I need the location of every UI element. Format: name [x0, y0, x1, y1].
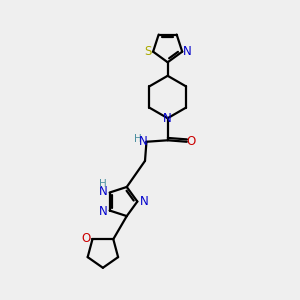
- Text: O: O: [81, 232, 91, 245]
- Text: N: N: [99, 205, 107, 218]
- Text: N: N: [139, 135, 148, 148]
- Text: N: N: [99, 184, 107, 198]
- Text: N: N: [163, 112, 172, 125]
- Text: H: H: [134, 134, 142, 144]
- Text: N: N: [183, 45, 192, 58]
- Text: N: N: [140, 195, 148, 208]
- Text: S: S: [144, 45, 152, 58]
- Text: H: H: [99, 179, 107, 189]
- Text: O: O: [187, 135, 196, 148]
